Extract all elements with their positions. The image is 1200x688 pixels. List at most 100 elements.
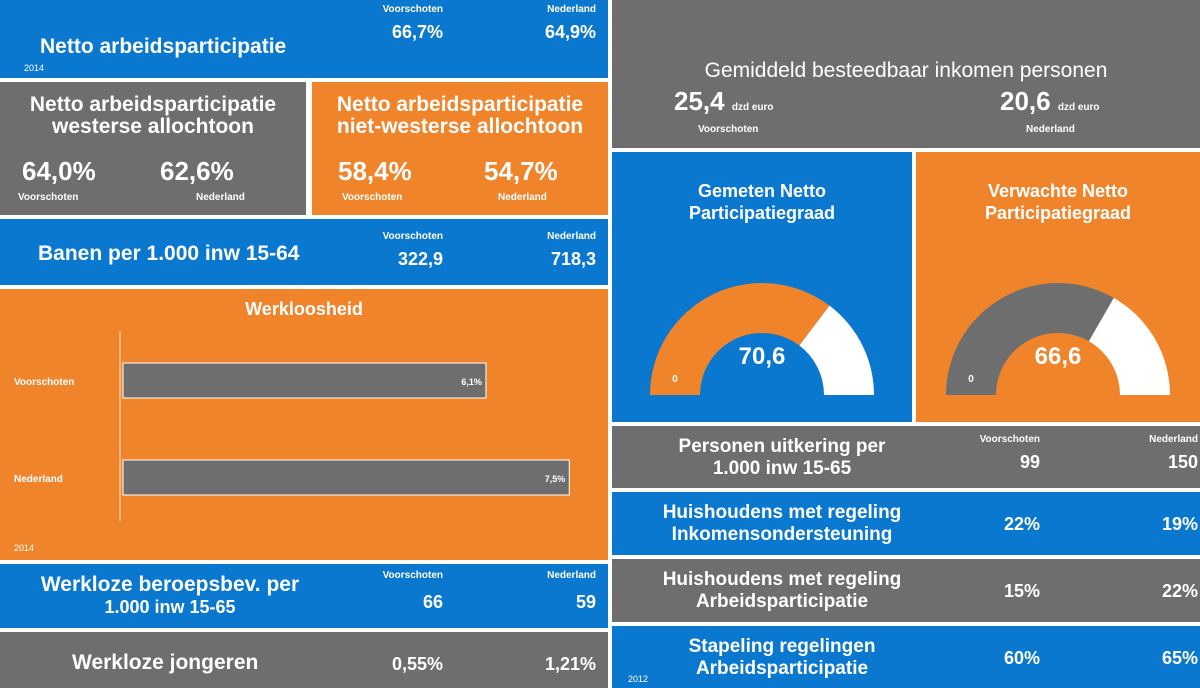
label: Nederland: [498, 192, 547, 203]
title-line: niet-westerse allochtoon: [336, 115, 584, 138]
gauge-tile: Verwachte Netto Participatiegraad 66,6 0 10…: [916, 152, 1200, 422]
value-label: 7,5%: [545, 474, 566, 484]
unit: dzd euro: [1057, 102, 1100, 113]
gauge-value-label: 70,6: [739, 343, 786, 370]
gauge-min: 0: [968, 374, 974, 385]
value: 64,9%: [544, 22, 596, 42]
title-line: Werkloze beroepsbev. per: [40, 573, 300, 596]
tile-title: Gemiddeld besteedbaar inkomen personen: [704, 59, 1108, 82]
title-line: Stapeling regelingen: [688, 636, 876, 657]
tile-title: Werkloze beroepsbev. per 1.000 inw 15-65: [0, 574, 340, 618]
value: 150: [1167, 452, 1198, 472]
tile-title: Netto arbeidsparticipatie: [40, 35, 287, 58]
label: Nederland: [547, 4, 596, 15]
tile: Personen uitkering per 1.000 inw 15-65 Vo…: [612, 426, 1200, 488]
gauge-max: 100: [1137, 374, 1154, 385]
year: 2014: [14, 543, 35, 553]
value-number: 20,6: [1000, 86, 1051, 116]
value: 59: [575, 592, 596, 612]
bar-chart-tile: Werkloosheid 2014 Voorschoten 6,1% Nederla…: [0, 289, 608, 560]
gauge: 70,6 0 100: [650, 283, 874, 395]
tile-title: Huishoudens met regeling Inkomensonderste…: [612, 502, 952, 546]
title-line: Personen uitkering per: [678, 436, 886, 457]
value: 22%: [1003, 514, 1040, 534]
label: Nederland: [196, 192, 245, 203]
value: 66: [422, 592, 443, 612]
label: Nederland: [1026, 124, 1075, 135]
label: Nederland: [547, 570, 596, 581]
tile: Huishoudens met regeling Arbeidsparticipa…: [612, 559, 1200, 622]
bar: [122, 459, 570, 496]
gauge-title: Gemeten Netto Participatiegraad: [612, 180, 912, 224]
tile: Netto arbeidsparticipatie westerse alloch…: [0, 82, 306, 215]
title-line: 1.000 inw 15-65: [104, 597, 236, 617]
tile: Gemiddeld besteedbaar inkomen personen 2…: [612, 0, 1200, 148]
tile-title: Stapeling regelingen Arbeidsparticipatie: [612, 636, 952, 680]
title-line: Arbeidsparticipatie: [695, 591, 869, 612]
year: 2012: [628, 674, 649, 684]
tile-title: Netto arbeidsparticipatie niet-westerse a…: [312, 94, 608, 138]
value: 99: [1019, 452, 1040, 472]
value-number: 25,4: [674, 86, 725, 116]
tile-title: Werkloze jongeren: [72, 651, 259, 674]
tile: Netto arbeidsparticipatie niet-westerse a…: [312, 82, 608, 215]
title-line: Gemeten Netto: [697, 181, 827, 201]
label: Nederland: [1149, 434, 1198, 445]
label: Voorschoten: [382, 4, 443, 15]
gauge-rest: [1088, 297, 1170, 395]
gauge-tile: Gemeten Netto Participatiegraad 70,6 0 100: [612, 152, 912, 422]
category-label: Voorschoten: [14, 377, 74, 388]
value: 322,9: [397, 249, 443, 269]
title-line: Participatiegraad: [688, 203, 836, 223]
category-label: Nederland: [14, 474, 63, 485]
value: 22%: [1161, 581, 1198, 601]
chart-title: Werkloosheid: [245, 299, 363, 319]
title-line: Inkomensondersteuning: [671, 524, 893, 545]
title-line: westerse allochtoon: [52, 115, 254, 138]
label: Voorschoten: [979, 434, 1040, 445]
value: 0,55%: [391, 654, 443, 674]
gauge-value: [650, 283, 830, 395]
title-line: Participatiegraad: [984, 203, 1132, 223]
gauge-rest: [799, 305, 874, 395]
gauge: 66,6 0 100: [946, 283, 1170, 395]
tile: Stapeling regelingen Arbeidsparticipatie …: [612, 626, 1200, 688]
value: 54,7%: [484, 156, 558, 186]
unit: dzd euro: [731, 102, 774, 113]
year: 2014: [24, 63, 45, 73]
value: 19%: [1161, 514, 1198, 534]
tile-title: Banen per 1.000 inw 15-64: [38, 242, 300, 265]
title-line: Huishoudens met regeling: [662, 569, 902, 590]
tile-title: Personen uitkering per 1.000 inw 15-65: [612, 436, 952, 480]
value: 58,4%: [338, 156, 412, 186]
label: Voorschoten: [698, 124, 759, 135]
tile: Werkloze jongeren 0,55% 1,21%: [0, 632, 608, 688]
label: Voorschoten: [18, 192, 79, 203]
gauge-min: 0: [672, 374, 678, 385]
gauge-max: 100: [841, 374, 858, 385]
tile-title: Huishoudens met regeling Arbeidsparticipa…: [612, 569, 952, 613]
title-line: Netto arbeidsparticipatie: [29, 93, 277, 116]
value: 62,6%: [160, 156, 234, 186]
title-line: 1.000 inw 15-65: [712, 458, 852, 479]
value: 65%: [1161, 648, 1198, 668]
title-line: Arbeidsparticipatie: [695, 658, 869, 679]
value: 64,0%: [22, 156, 96, 186]
tile-title: Netto arbeidsparticipatie westerse alloch…: [0, 94, 306, 138]
tile: Banen per 1.000 inw 15-64 Voorschoten 32…: [0, 219, 608, 285]
value: 1,21%: [544, 654, 596, 674]
gauge-value-label: 66,6: [1035, 343, 1082, 370]
value: 15%: [1003, 581, 1040, 601]
bar: [122, 362, 487, 399]
value: 20,6 dzd euro: [1000, 86, 1100, 117]
value-label: 6,1%: [461, 377, 482, 387]
gauge-title: Verwachte Netto Participatiegraad: [916, 180, 1200, 224]
value: 66,7%: [391, 22, 443, 42]
label: Voorschoten: [382, 231, 443, 242]
title-line: Huishoudens met regeling: [662, 502, 902, 523]
gauge-value: [946, 283, 1114, 395]
label: Nederland: [547, 231, 596, 242]
value: 60%: [1003, 648, 1040, 668]
tile: Netto arbeidsparticipatie 2014 Voorschot…: [0, 0, 608, 78]
